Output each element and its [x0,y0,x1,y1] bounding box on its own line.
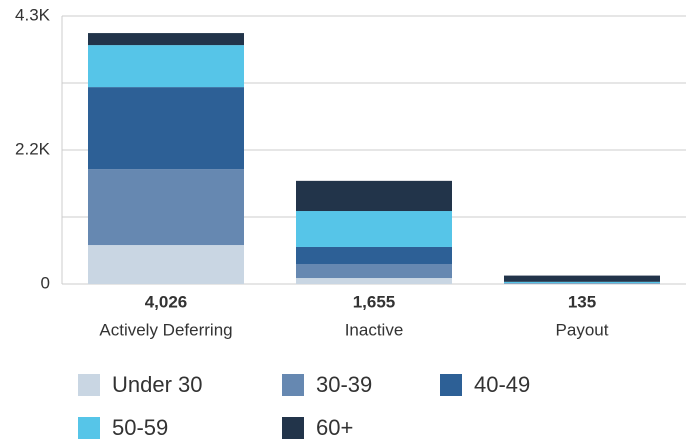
legend-swatch [78,374,100,396]
x-tick-label: Payout [556,320,609,339]
x-tick-label: Inactive [345,320,404,339]
bar-segment [296,263,452,279]
legend-label: Under 30 [112,372,203,397]
legend-swatch [282,417,304,439]
legend-swatch [440,374,462,396]
bar-segment [88,169,244,246]
bar-segment [296,211,452,247]
legend-label: 60+ [316,415,353,440]
bar-segment [88,45,244,88]
total-label: 4,026 [145,292,188,311]
bar-segment [296,246,452,264]
bar-segment [296,180,452,212]
total-label: 1,655 [353,292,396,311]
y-tick-label: 4.3K [15,5,51,24]
total-label: 135 [568,292,596,311]
legend-swatch [282,374,304,396]
bar-segment [88,87,244,170]
legend-swatch [78,417,100,439]
bar-segment [296,278,452,284]
legend-label: 40-49 [474,372,530,397]
bar-segment [88,245,244,284]
legend-label: 30-39 [316,372,372,397]
bar-segment [504,275,660,282]
y-tick-label: 2.2K [15,139,51,158]
legend-label: 50-59 [112,415,168,440]
y-tick-label: 0 [41,273,50,292]
x-tick-label: Actively Deferring [99,320,232,339]
bar-segment [88,33,244,46]
bar-segment [504,281,660,284]
